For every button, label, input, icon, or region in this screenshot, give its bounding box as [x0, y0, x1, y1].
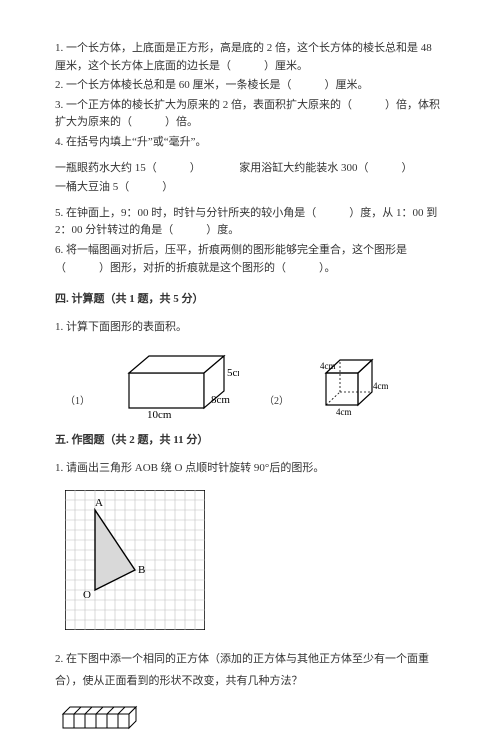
diagram1-label: （1） [65, 394, 90, 418]
q4b-text: 一桶大豆油 5（ ） [55, 179, 445, 197]
rotation-grid-diagram: A B O [65, 490, 205, 630]
cube-row-diagram [60, 704, 150, 732]
q4-text: 4. 在括号内填上“升”或“毫升”。 [55, 134, 445, 152]
section5-title: 五. 作图题（共 2 题，共 11 分） [55, 432, 445, 450]
q1-text: 1. 一个长方体，上底面是正方形，高是底的 2 倍，这个长方体的棱长总和是 48… [55, 40, 445, 75]
section5-q1: 1. 请画出三角形 AOB 绕 O 点顺时针旋转 90°后的图形。 [55, 460, 445, 478]
q3-text: 3. 一个正方体的棱长扩大为原来的 2 倍，表面积扩大原来的（ ）倍，体积扩大为… [55, 97, 445, 132]
svg-text:4cm: 4cm [320, 361, 336, 371]
svg-text:4cm: 4cm [336, 407, 352, 417]
q6-text: 6. 将一幅图画对折后，压平，折痕两侧的图形能够完全重合，这个图形是（ ）图形，… [55, 242, 445, 277]
section4-q1: 1. 计算下面图形的表面积。 [55, 319, 445, 337]
cube-diagram: 4cm 4cm 4cm [318, 353, 388, 418]
q5-text: 5. 在钟面上，9：00 时，时针与分针所夹的较小角是（ ）度，从 1：00 到… [55, 205, 445, 240]
q4a-text: 一瓶眼药水大约 15（ ） 家用浴缸大约能装水 300（ ） [55, 160, 445, 178]
section5-q2: 2. 在下图中添一个相同的正方体（添加的正方体与其他正方体至少有一个面重合），使… [55, 648, 445, 692]
diagram2-label: （2） [264, 394, 289, 418]
cuboid-diagram: 5cm 8cm 10cm [119, 348, 239, 418]
dim-w-text: 10cm [147, 409, 172, 418]
section4-title: 四. 计算题（共 1 题，共 5 分） [55, 291, 445, 309]
vertex-A: A [95, 497, 103, 509]
vertex-O: O [83, 589, 91, 601]
vertex-B: B [138, 564, 145, 576]
q2-text: 2. 一个长方体棱长总和是 60 厘米，一条棱长是（ ）厘米。 [55, 77, 445, 95]
dim-h-text: 5cm [227, 367, 239, 379]
dim-d-text: 8cm [211, 394, 230, 406]
svg-text:4cm: 4cm [373, 381, 388, 391]
surface-area-diagrams: （1） 5cm 8cm 10cm （2） 4cm 4cm 4cm [65, 348, 445, 418]
